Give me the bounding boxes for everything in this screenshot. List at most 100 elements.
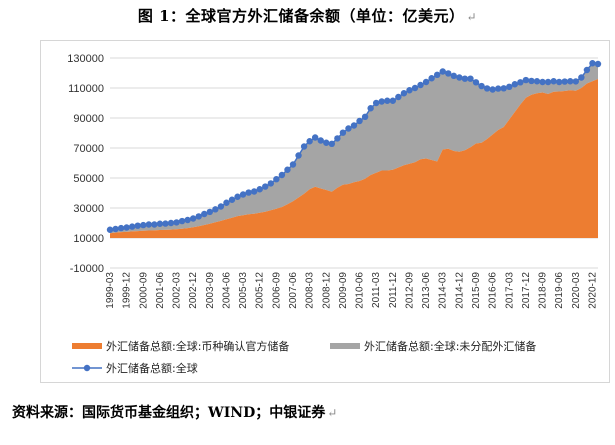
point-total	[140, 221, 147, 229]
x-tick-label: 2001-06	[155, 272, 166, 309]
x-tick-label: 2005-12	[255, 272, 266, 309]
x-tick-label: 2008-12	[321, 272, 332, 309]
x-tick-label: 2009-09	[338, 272, 349, 309]
x-tick-label: 2012-09	[404, 272, 415, 309]
point-total	[189, 215, 197, 222]
x-tick-label: 2014-03	[438, 272, 449, 309]
x-tick-label: 2017-12	[521, 272, 532, 309]
point-total	[345, 125, 352, 132]
point-total	[245, 189, 252, 196]
point-total	[267, 180, 275, 187]
point-total	[544, 78, 552, 86]
point-total	[461, 75, 469, 82]
legend-swatch	[330, 343, 360, 349]
x-tick-label: 2014-12	[454, 272, 465, 309]
x-tick-label: 2015-09	[471, 272, 482, 309]
x-tick-label: 1999-03	[105, 272, 116, 309]
y-tick-label: 50000	[73, 173, 104, 185]
x-tick-label: 2004-06	[221, 272, 232, 309]
legend-item-2: 外汇储备总额:全球	[72, 361, 198, 375]
point-total	[278, 171, 286, 179]
x-tick-label: 2006-09	[271, 272, 282, 309]
point-total	[411, 84, 419, 92]
point-total	[472, 79, 480, 86]
x-tick-label: 2005-03	[238, 272, 249, 309]
y-tick-label: 90000	[73, 113, 104, 125]
x-tick-label: 2003-09	[205, 272, 216, 309]
x-tick-label: 2019-06	[554, 272, 565, 309]
point-total	[389, 97, 397, 104]
y-tick-label: 70000	[73, 143, 104, 155]
x-tick-label: 2011-03	[371, 272, 382, 308]
x-tick-label: 2016-06	[488, 272, 499, 309]
point-total	[206, 208, 214, 216]
point-total	[433, 71, 441, 79]
point-total	[578, 74, 585, 81]
point-total	[372, 99, 380, 107]
point-total	[300, 143, 308, 150]
series-areas	[110, 63, 598, 238]
point-total	[528, 77, 535, 85]
x-tick-label: 1999-12	[122, 272, 133, 309]
point-total	[378, 98, 385, 105]
y-tick-label: -10000	[70, 263, 104, 275]
point-total	[117, 224, 125, 232]
point-total	[167, 219, 175, 227]
legend-label: 外汇储备总额:全球	[106, 361, 198, 375]
point-total	[311, 134, 319, 141]
point-total	[106, 226, 114, 233]
point-total	[494, 85, 502, 92]
point-total	[328, 140, 336, 147]
x-tick-label: 2002-12	[188, 272, 199, 309]
source-note: 资料来源：国际货币基金组织；WIND；中银证券 ↵	[12, 405, 338, 421]
point-total	[234, 193, 241, 200]
y-tick-label: 30000	[73, 203, 104, 215]
point-total	[506, 83, 513, 91]
point-total	[217, 203, 225, 210]
point-total	[467, 75, 474, 82]
x-tick-label: 2020-12	[587, 272, 598, 309]
point-total	[339, 129, 347, 136]
x-tick-label: 2010-06	[355, 272, 366, 309]
point-total	[400, 90, 408, 97]
point-total	[350, 122, 358, 129]
point-total	[128, 223, 136, 230]
point-total	[417, 81, 424, 89]
point-total	[145, 221, 153, 228]
point-total	[273, 176, 280, 183]
point-total	[517, 79, 524, 86]
x-axis-ticks: 1999-03 1999-12 2000-09 2001-06 2002-03 2002-…	[105, 272, 598, 309]
point-total	[289, 161, 297, 168]
point-total	[572, 78, 580, 85]
point-total	[594, 60, 602, 68]
point-total	[539, 78, 546, 86]
point-total	[384, 97, 391, 104]
point-total	[223, 199, 230, 206]
point-total	[156, 220, 164, 227]
point-total	[367, 105, 374, 112]
point-total	[178, 217, 186, 225]
point-total	[250, 188, 258, 195]
series-total-line	[106, 60, 602, 233]
point-total	[239, 191, 247, 198]
chart-title: 图 1：全球官方外汇储备余额（单位：亿美元） ↵	[137, 7, 478, 25]
point-total	[123, 224, 130, 231]
point-total	[500, 85, 507, 92]
legend: 外汇储备总额:全球:币种确认官方储备 外汇储备总额:全球:未分配外汇储备外汇储备总…	[72, 339, 536, 375]
point-total	[184, 216, 191, 224]
x-tick-label: 2020-03	[571, 272, 582, 309]
point-total	[406, 87, 413, 94]
point-total	[445, 70, 452, 77]
point-total	[428, 75, 435, 82]
point-total	[561, 78, 568, 85]
x-tick-label: 2013-06	[421, 272, 432, 309]
y-tick-label: 130000	[67, 53, 104, 65]
point-total	[439, 68, 446, 75]
point-total	[256, 186, 263, 193]
point-total	[489, 86, 496, 93]
point-total	[212, 206, 219, 213]
point-total	[201, 210, 208, 218]
legend-swatch	[72, 343, 102, 349]
point-total	[567, 78, 574, 85]
